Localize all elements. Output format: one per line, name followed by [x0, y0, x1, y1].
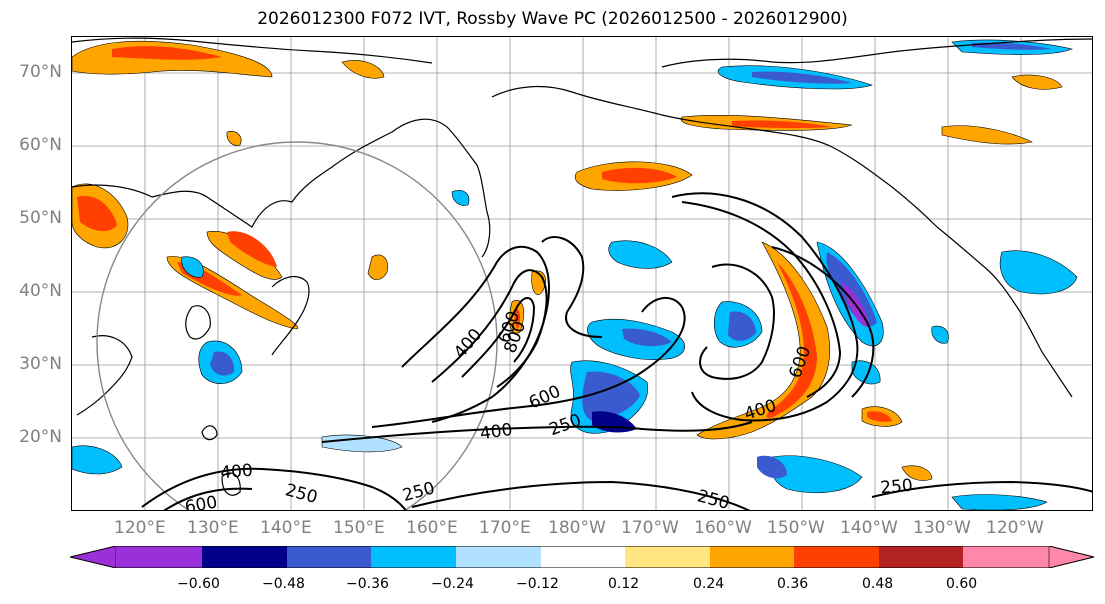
colorbar-tick-label: −0.60	[177, 576, 220, 592]
colorbar-tick-label: 0.36	[777, 576, 809, 592]
contour-label: 400	[220, 461, 254, 484]
colorbar-tick-label: 0.24	[693, 576, 725, 592]
colorbar-extend-low	[70, 546, 117, 568]
contour-label: 600	[183, 492, 218, 511]
colorbar-segment	[879, 546, 963, 568]
lon-label-140e: 140°E	[260, 518, 312, 538]
colorbar-tick-label: 0.60	[946, 576, 978, 592]
lon-label-120w: 120°W	[986, 518, 1044, 538]
lon-label-140w: 140°W	[840, 518, 898, 538]
colorbar-tick-label: −0.24	[431, 576, 474, 592]
contour-label: 250	[695, 486, 732, 511]
contour-label: 600	[526, 382, 564, 414]
lon-label-170e: 170°E	[479, 518, 531, 538]
colorbar-segment	[287, 546, 371, 568]
map-title: 2026012300 F072 IVT, Rossby Wave PC (202…	[257, 9, 848, 29]
colorbar-segment	[371, 546, 456, 568]
lat-label-50n: 50°N	[19, 208, 62, 228]
lon-label-180w: 180°W	[548, 518, 606, 538]
colorbar-segment	[794, 546, 879, 568]
lat-label-70n: 70°N	[19, 62, 62, 82]
lat-label-20n: 20°N	[19, 427, 62, 447]
colorbar-segment	[963, 546, 1049, 568]
colorbar-outline	[70, 546, 1095, 568]
colorbar-extend-high	[1048, 546, 1095, 568]
lon-label-130w: 130°W	[913, 518, 971, 538]
colorbar-segment	[710, 546, 794, 568]
colorbar	[70, 546, 1095, 568]
lon-label-150w: 150°W	[767, 518, 825, 538]
colorbar-tick-label: −0.12	[516, 576, 559, 592]
lon-label-160w: 160°W	[694, 518, 752, 538]
lat-label-30n: 30°N	[19, 354, 62, 374]
contour-label: 250	[283, 480, 320, 508]
lon-label-150e: 150°E	[333, 518, 385, 538]
lon-label-170w: 170°W	[621, 518, 679, 538]
lon-label-160e: 160°E	[406, 518, 458, 538]
colorbar-segment	[456, 546, 541, 568]
colorbar-tick-label: −0.36	[346, 576, 389, 592]
colorbar-tick-label: −0.48	[262, 576, 305, 592]
colorbar-segment	[625, 546, 710, 568]
colorbar-tick-label: 0.48	[862, 576, 894, 592]
contour-label: 250	[880, 476, 914, 499]
lon-label-120e: 120°E	[114, 518, 166, 538]
colorbar-segment	[202, 546, 287, 568]
colorbar-segment	[541, 546, 625, 568]
great-circle-outline	[96, 141, 498, 510]
contour-label: 250	[547, 410, 584, 440]
lon-label-130e: 130°E	[187, 518, 239, 538]
lat-label-60n: 60°N	[19, 135, 62, 155]
negative-anomaly-fill	[72, 39, 1078, 510]
ivt-map-canvas: 400 600 800 600 400 250 600 400 400 600 …	[72, 37, 1092, 511]
contour-label: 400	[479, 420, 514, 444]
map-panel: 400 600 800 600 400 250 600 400 400 600 …	[71, 36, 1093, 511]
ivt-contours	[141, 192, 1092, 510]
lat-label-40n: 40°N	[19, 281, 62, 301]
colorbar-segment	[116, 546, 202, 568]
colorbar-tick-label: 0.12	[608, 576, 640, 592]
